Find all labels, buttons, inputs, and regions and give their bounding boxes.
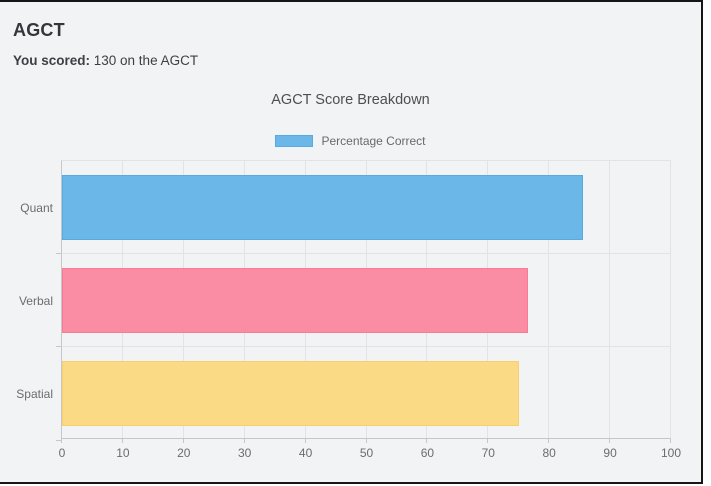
x-axis-label-0: 0 [58,446,66,460]
gridline-x-90 [609,161,611,438]
x-axis-label-100: 100 [660,446,682,460]
y-axis-tick [56,253,62,254]
legend-item-percentage-correct[interactable]: Percentage Correct [275,134,426,148]
category-label-verbal: Verbal [18,293,53,308]
x-axis-tick-50 [365,438,367,443]
bar-row-verbal: Verbal [19,254,671,347]
x-axis-label-20: 20 [177,446,191,460]
x-axis-tick-20 [182,438,184,443]
bar-quant [62,175,583,240]
chart-title: AGCT Score Breakdown [271,92,430,108]
x-axis-label-10: 10 [116,446,130,460]
x-axis-tick-60 [426,438,428,443]
gridline-x-80 [548,161,550,438]
score-summary-label: You scored: [13,53,91,68]
legend-label: Percentage Correct [321,134,426,148]
chart-legend: Percentage Correct [0,134,701,148]
legend-swatch-icon [275,135,314,147]
x-axis-tick-40 [304,438,306,443]
category-label-spatial: Spatial [16,386,53,401]
page-title: AGCT [13,20,65,40]
x-axis-tick-30 [243,438,245,443]
x-axis-label-30: 30 [238,446,252,460]
x-axis-label-60: 60 [420,446,435,460]
y-axis-tick [56,440,62,441]
bar-row-quant: Quant [20,161,671,254]
bar-row-spatial: Spatial [16,347,671,441]
bar-verbal [62,268,528,333]
x-axis-tick-90 [609,438,611,443]
x-axis-tick-70 [487,438,489,443]
x-axis-label-40: 40 [298,446,313,460]
score-summary: You scored: 130 on the AGCT [13,53,198,68]
x-axis-tick-100 [670,438,671,443]
x-axis-label-50: 50 [359,446,374,460]
x-axis-label-80: 80 [542,446,556,460]
bar-spatial [62,361,519,426]
score-summary-value: 130 on the AGCT [90,53,199,68]
x-axis-tick-10 [121,438,123,443]
x-axis-tick-80 [548,438,550,443]
x-axis-label-90: 90 [603,446,617,460]
gridline-x-100 [670,161,671,438]
plot-area: 0 10 20 30 40 50 60 70 80 90 100 Quant Verbal Spatial [16,160,681,460]
y-axis-tick [56,346,62,347]
category-label-quant: Quant [20,200,53,215]
x-axis-label-70: 70 [481,446,495,460]
